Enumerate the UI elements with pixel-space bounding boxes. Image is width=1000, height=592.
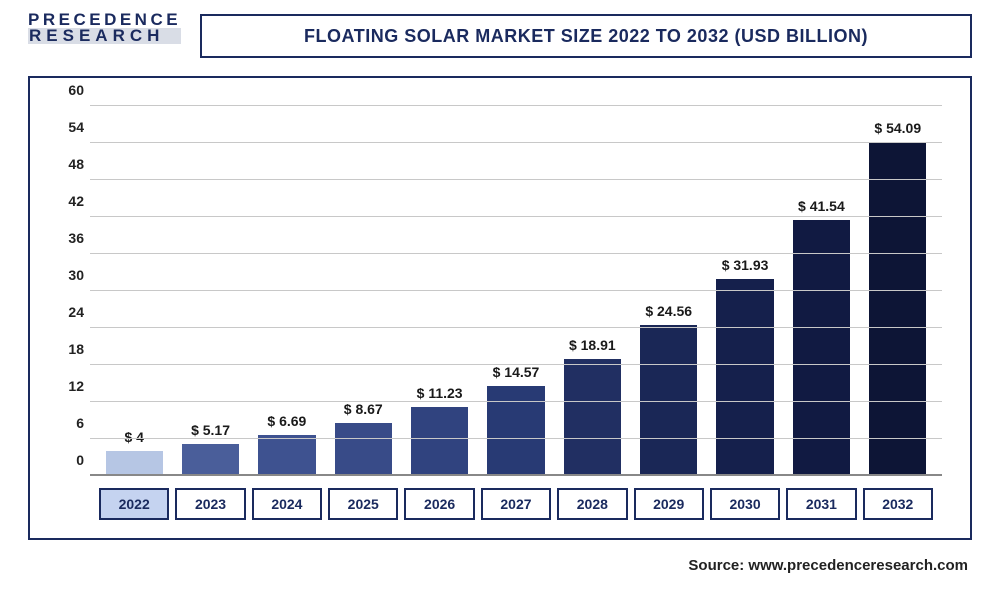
gridline [90,179,942,180]
brand-logo: PRECEDENCE RESEARCH [28,12,181,44]
y-tick-label: 0 [44,452,84,468]
bar-slot: $ 4 [96,106,172,476]
bar-value-label: $ 31.93 [722,257,769,273]
bar: $ 14.57 [487,386,544,476]
y-tick-label: 6 [44,415,84,431]
bar: $ 4 [106,451,163,476]
bar-slot: $ 18.91 [554,106,630,476]
x-axis: 2022202320242025202620272028202920302031… [90,488,942,520]
chart-title-box: FLOATING SOLAR MARKET SIZE 2022 TO 2032 … [200,14,972,58]
gridline [90,142,942,143]
bar-slot: $ 24.56 [631,106,707,476]
x-category-label: 2024 [252,488,322,520]
x-category-label: 2025 [328,488,398,520]
y-tick-label: 60 [44,82,84,98]
bar-value-label: $ 18.91 [569,337,616,353]
y-tick-label: 24 [44,304,84,320]
gridline [90,105,942,106]
bar: $ 31.93 [716,279,773,476]
bar-value-label: $ 54.09 [874,120,921,136]
x-category-label: 2022 [99,488,169,520]
y-tick-label: 48 [44,156,84,172]
bar: $ 8.67 [335,423,392,476]
logo-line2: RESEARCH [28,28,181,44]
chart-frame: $ 4 $ 5.17 $ 6.69 $ 8.67 $ 11.23 $ 14.57 $ 18.… [28,76,972,540]
bar-value-label: $ 8.67 [344,401,383,417]
gridline [90,401,942,402]
x-category-label: 2030 [710,488,780,520]
y-tick-label: 18 [44,341,84,357]
gridline [90,253,942,254]
bar-value-label: $ 11.23 [417,385,463,401]
chart-title: FLOATING SOLAR MARKET SIZE 2022 TO 2032 … [304,26,868,47]
y-tick-label: 42 [44,193,84,209]
bar: $ 5.17 [182,444,239,476]
x-axis-baseline [90,474,942,476]
x-category-label: 2023 [175,488,245,520]
bar: $ 6.69 [258,435,315,476]
y-tick-label: 30 [44,267,84,283]
gridline [90,438,942,439]
source-label: Source: www.precedenceresearch.com [688,557,968,574]
bars-container: $ 4 $ 5.17 $ 6.69 $ 8.67 $ 11.23 $ 14.57 $ 18.… [90,106,942,476]
y-tick-label: 36 [44,230,84,246]
gridline [90,290,942,291]
bar: $ 11.23 [411,407,468,476]
bar-slot: $ 11.23 [401,106,477,476]
gridline [90,364,942,365]
bar-value-label: $ 41.54 [798,198,845,214]
y-tick-label: 12 [44,378,84,394]
x-category-label: 2026 [404,488,474,520]
bar-slot: $ 14.57 [478,106,554,476]
bar-slot: $ 41.54 [783,106,859,476]
y-tick-label: 54 [44,119,84,135]
bar-value-label: $ 14.57 [493,364,540,380]
x-category-label: 2032 [863,488,933,520]
bar-slot: $ 6.69 [249,106,325,476]
bar-value-label: $ 24.56 [645,303,692,319]
x-category-label: 2029 [634,488,704,520]
x-category-label: 2031 [786,488,856,520]
bar: $ 54.09 [869,142,926,476]
bar: $ 18.91 [564,359,621,476]
bar-value-label: $ 5.17 [191,422,230,438]
bar-slot: $ 8.67 [325,106,401,476]
bar-slot: $ 31.93 [707,106,783,476]
x-category-label: 2028 [557,488,627,520]
plot-area: $ 4 $ 5.17 $ 6.69 $ 8.67 $ 11.23 $ 14.57 $ 18.… [90,106,942,476]
bar-value-label: $ 6.69 [267,413,306,429]
gridline [90,216,942,217]
bar-slot: $ 54.09 [860,106,936,476]
x-category-label: 2027 [481,488,551,520]
gridline [90,327,942,328]
bar-slot: $ 5.17 [172,106,248,476]
